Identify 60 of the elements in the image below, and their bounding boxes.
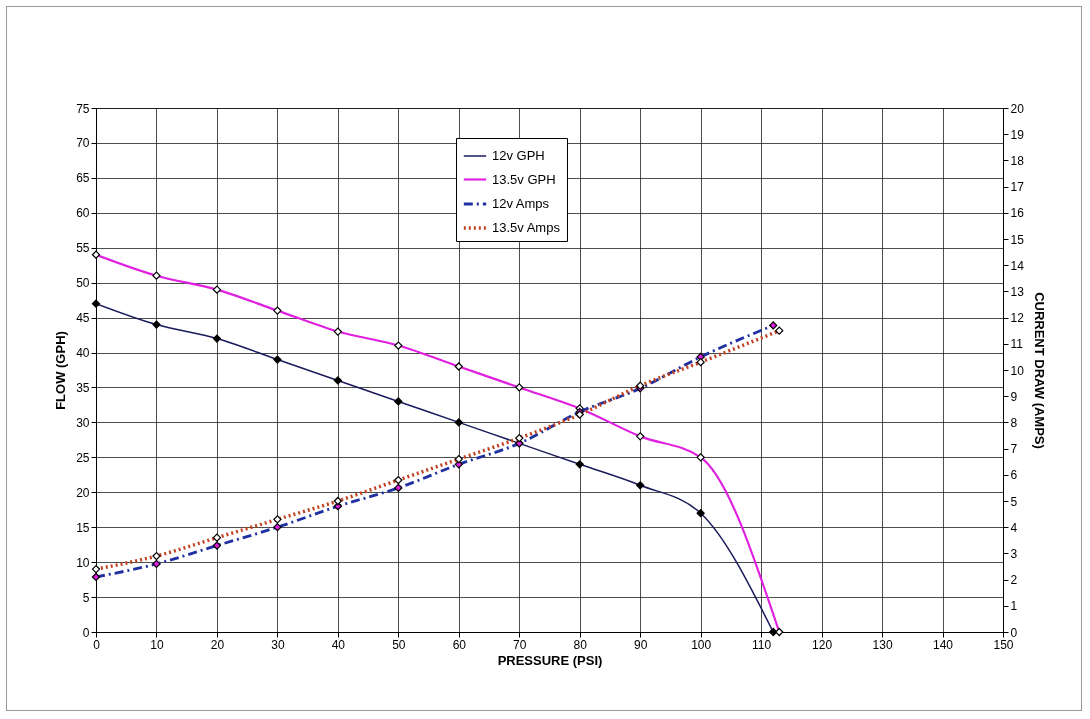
- x-tick-label: 110: [752, 637, 772, 652]
- x-tick-label: 60: [452, 637, 467, 652]
- y2-tick-label: 14: [1010, 258, 1025, 273]
- y-tick-label: 50: [76, 276, 90, 291]
- x-tick-label: 70: [513, 637, 527, 652]
- y2-tick-label: 18: [1010, 153, 1025, 168]
- legend-label: 12v GPH: [492, 148, 545, 163]
- y2-tick-label: 17: [1010, 180, 1025, 195]
- y2-tick-label: 3: [1010, 546, 1018, 561]
- x-tick-label: 40: [331, 637, 346, 652]
- y-tick-label: 15: [76, 520, 90, 535]
- x-tick-label: 50: [392, 637, 406, 652]
- x-tick-label: 80: [573, 637, 588, 652]
- y2-tick-label: 16: [1010, 206, 1025, 221]
- legend-label: 13.5v Amps: [492, 220, 561, 235]
- y2-tick-label: 2: [1010, 573, 1018, 588]
- y2-tick-label: 7: [1010, 442, 1018, 457]
- y-tick-label: 40: [76, 346, 90, 361]
- y-tick-label: 60: [76, 206, 90, 221]
- y2-tick-label: 1: [1010, 599, 1018, 614]
- y2-tick-label: 15: [1010, 232, 1025, 247]
- x-tick-label: 90: [634, 637, 648, 652]
- y-tick-label: 35: [76, 380, 90, 395]
- y2-tick-label: 12: [1010, 311, 1025, 326]
- y-tick-label: 10: [76, 555, 90, 570]
- y-tick-label: 55: [76, 241, 90, 256]
- y2-tick-label: 5: [1010, 494, 1018, 509]
- legend-label: 12v Amps: [492, 196, 550, 211]
- legend-label: 13.5v GPH: [492, 171, 556, 187]
- y2-tick-label: 20: [1010, 101, 1025, 116]
- y-tick-label: 20: [76, 485, 90, 500]
- y2-tick-label: 10: [1010, 363, 1025, 378]
- y2-tick-label: 8: [1010, 415, 1018, 430]
- x-tick-label: 10: [150, 637, 164, 652]
- y2-tick-label: 19: [1010, 127, 1025, 142]
- y-tick-label: 5: [82, 590, 90, 605]
- x-tick-label: 120: [812, 637, 833, 652]
- y2-tick-label: 13: [1010, 284, 1025, 299]
- y-tick-label: 75: [76, 101, 90, 116]
- y2-tick-label: 9: [1010, 389, 1018, 404]
- y2-tick-label: 0: [1010, 625, 1018, 640]
- y-tick-label: 30: [76, 415, 90, 430]
- y-axis-title: FLOW (GPH): [53, 331, 69, 410]
- x-tick-label: 130: [872, 637, 893, 652]
- y2-tick-label: 6: [1010, 468, 1018, 483]
- y-tick-label: 25: [76, 450, 90, 465]
- x-axis-title: PRESSURE (PSI): [497, 652, 603, 668]
- x-tick-label: 20: [210, 637, 225, 652]
- y2-tick-label: 4: [1010, 520, 1018, 535]
- x-tick-label: 30: [271, 637, 285, 652]
- x-tick-label: 0: [93, 637, 101, 652]
- y2-axis-title: CURRENT DRAW (AMPS): [1031, 292, 1047, 449]
- y-tick-label: 0: [82, 625, 90, 640]
- x-tick-label: 140: [933, 637, 954, 652]
- x-tick-label: 100: [691, 637, 712, 652]
- y-tick-label: 65: [76, 171, 90, 186]
- y-tick-label: 45: [76, 311, 90, 326]
- y2-tick-label: 11: [1010, 337, 1024, 352]
- x-tick-label: 150: [993, 637, 1014, 652]
- y-tick-label: 70: [76, 136, 90, 151]
